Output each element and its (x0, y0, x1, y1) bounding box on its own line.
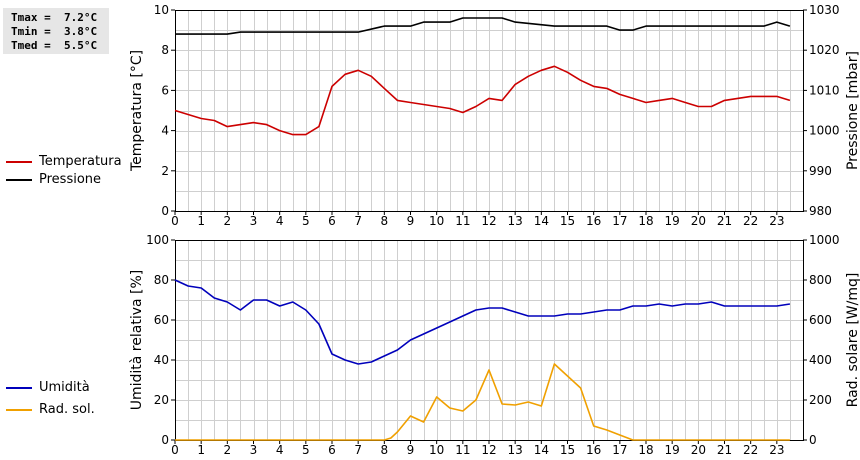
y-tick-label-right: 800 (809, 273, 832, 287)
x-tick-label: 5 (302, 443, 310, 457)
x-tick-label: 0 (171, 214, 179, 228)
x-tick-label: 20 (691, 214, 706, 228)
series-line-pressione (175, 17, 791, 35)
x-tick-label: 2 (224, 214, 232, 228)
legend-temperatura-label: Temperatura (39, 154, 122, 169)
y-axis-label-right: Rad. solare [W/mq] (845, 273, 860, 408)
y-tick-label-left: 80 (154, 273, 169, 287)
x-tick-label: 0 (171, 443, 179, 457)
y-tick-label-left: 40 (154, 353, 169, 367)
legend-pressione-swatch (6, 179, 32, 181)
x-tick-label: 10 (429, 443, 444, 457)
y-tick-label-right: 600 (809, 313, 832, 327)
y-tick-label-left: 0 (161, 204, 169, 218)
x-tick-label: 16 (586, 214, 601, 228)
y-tick-label-right: 1000 (809, 233, 840, 247)
x-tick-label: 17 (612, 443, 627, 457)
x-tick-label: 13 (508, 214, 523, 228)
x-tick-label: 9 (407, 214, 415, 228)
x-tick-label: 12 (481, 214, 496, 228)
x-tick-label: 8 (381, 443, 389, 457)
x-tick-label: 11 (455, 443, 470, 457)
chart-panel-bottom: 0 1 2 3 4 5 6 7 8 9 10 11 12 13 14 15 16 17 18 19 20 21 22 2302… (129, 233, 860, 457)
x-tick-label: 6 (328, 443, 336, 457)
x-tick-label: 19 (665, 443, 680, 457)
y-tick-label-left: 60 (154, 313, 169, 327)
y-tick-label-left: 0 (161, 433, 169, 447)
x-tick-label: 18 (638, 443, 653, 457)
x-tick-label: 14 (534, 214, 549, 228)
y-axis-label-left: Umidità relativa [%] (129, 270, 145, 411)
x-tick-label: 2 (224, 443, 232, 457)
x-tick-label: 5 (302, 214, 310, 228)
legend-umidita-label: Umidità (39, 380, 90, 395)
x-tick-label: 4 (276, 214, 284, 228)
y-axis-label-left: Temperatura [°C] (129, 50, 145, 172)
x-tick-label: 17 (612, 214, 627, 228)
y-tick-label-right: 980 (809, 204, 832, 218)
y-tick-label-left: 10 (154, 3, 169, 17)
x-tick-label: 7 (354, 443, 362, 457)
y-tick-label-right: 400 (809, 353, 832, 367)
chart-panel-top: 0 1 2 3 4 5 6 7 8 9 10 11 12 13 14 15 16 17 18 19 20 21 22 2302… (129, 3, 860, 228)
legend-umidita-swatch (6, 387, 32, 389)
x-tick-label: 3 (250, 214, 258, 228)
series-line-rad-sol (175, 363, 790, 441)
legend-temperatura-swatch (6, 161, 32, 163)
y-tick-label-right: 1010 (809, 83, 840, 97)
y-tick-label-right: 1030 (809, 3, 840, 17)
x-tick-label: 21 (717, 443, 732, 457)
y-tick-label-right: 200 (809, 393, 832, 407)
tmed-text: Tmed = 5.5°C (11, 39, 98, 52)
series-line-temperatura (174, 65, 791, 136)
x-tick-label: 1 (197, 443, 205, 457)
x-tick-label: 23 (769, 214, 784, 228)
stats-box: Tmax = 7.2°C Tmin = 3.8°C Tmed = 5.5°C (3, 8, 109, 54)
x-tick-label: 16 (586, 443, 601, 457)
legend-pressione-label: Pressione (39, 172, 102, 187)
tmin-text: Tmin = 3.8°C (11, 25, 98, 38)
tmax-text: Tmax = 7.2°C (11, 11, 98, 24)
y-axis-label-right: Pressione [mbar] (845, 51, 860, 170)
x-tick-label: 15 (560, 443, 575, 457)
x-tick-label: 9 (407, 443, 415, 457)
y-tick-label-left: 6 (161, 83, 169, 97)
x-tick-label: 14 (534, 443, 549, 457)
x-tick-label: 20 (691, 443, 706, 457)
y-tick-label-right: 1000 (809, 124, 840, 138)
x-tick-label: 4 (276, 443, 284, 457)
x-tick-label: 11 (455, 214, 470, 228)
x-tick-label: 22 (743, 443, 758, 457)
x-tick-label: 7 (354, 214, 362, 228)
y-tick-label-right: 990 (809, 164, 832, 178)
x-tick-label: 23 (769, 443, 784, 457)
legend-rad-sol-label: Rad. sol. (39, 402, 95, 417)
y-tick-label-left: 20 (154, 393, 169, 407)
x-tick-label: 6 (328, 214, 336, 228)
x-tick-label: 15 (560, 214, 575, 228)
x-tick-label: 8 (381, 214, 389, 228)
y-tick-label-left: 100 (146, 233, 169, 247)
y-tick-label-left: 8 (161, 43, 169, 57)
x-tick-label: 12 (481, 443, 496, 457)
series-line-umidit (174, 279, 791, 365)
x-tick-label: 3 (250, 443, 258, 457)
x-tick-label: 19 (665, 214, 680, 228)
x-tick-label: 13 (508, 443, 523, 457)
legend-rad-sol-swatch (6, 409, 32, 411)
x-tick-label: 21 (717, 214, 732, 228)
y-tick-label-left: 2 (161, 164, 169, 178)
y-tick-label-right: 1020 (809, 43, 840, 57)
y-tick-label-right: 0 (809, 433, 817, 447)
x-tick-label: 1 (197, 214, 205, 228)
x-tick-label: 18 (638, 214, 653, 228)
x-tick-label: 22 (743, 214, 758, 228)
x-tick-label: 10 (429, 214, 444, 228)
y-tick-label-left: 4 (161, 124, 169, 138)
